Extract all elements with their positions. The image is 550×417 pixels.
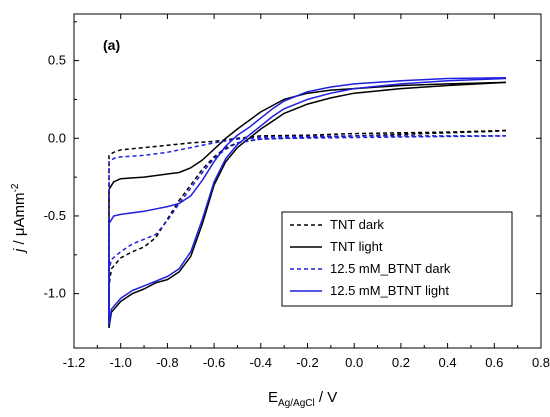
x-tick-label: 0.0 xyxy=(345,355,363,370)
legend-label-4: 12.5 mM_BTNT light xyxy=(330,283,449,298)
y-axis-label-mid: / μAmm xyxy=(11,193,28,249)
x-axis-label-sub: Ag/AgCl xyxy=(278,398,315,409)
y-tick-label: -1.0 xyxy=(44,286,66,301)
y-axis-label-prefix: j xyxy=(11,248,28,254)
x-tick-label: 0.2 xyxy=(392,355,410,370)
x-tick-label: 0.8 xyxy=(532,355,550,370)
x-tick-label: -0.6 xyxy=(203,355,225,370)
y-axis-label-sup: -2 xyxy=(10,183,21,192)
x-tick-label: -0.2 xyxy=(296,355,318,370)
series-line-4-backward xyxy=(108,76,507,325)
legend-items: TNT dark TNT light 12.5 mM_BTNT dark 12.5 m… xyxy=(290,217,451,298)
series-layer xyxy=(108,76,507,328)
x-tick-label: 0.4 xyxy=(439,355,457,370)
x-tick-label: 0.6 xyxy=(485,355,503,370)
legend-label-3: 12.5 mM_BTNT dark xyxy=(330,261,451,276)
x-tick-label: -0.4 xyxy=(250,355,272,370)
series-line-3-backward xyxy=(108,135,506,322)
x-axis-label-main: E xyxy=(268,389,278,406)
legend-label-2: TNT light xyxy=(330,239,383,254)
ticks-layer: -1.2 -1.0 -0.8 -0.6 -0.4 -0.2 0.0 0.2 0.4 0.6 0.8 -… xyxy=(44,14,550,370)
x-tick-label: -1.2 xyxy=(63,355,85,370)
series-line-1-backward xyxy=(108,129,507,325)
y-tick-label: 0.0 xyxy=(48,130,66,145)
panel-label: (a) xyxy=(103,37,120,53)
x-axis-label: EAg/AgCl / V xyxy=(268,389,337,409)
legend: TNT dark TNT light 12.5 mM_BTNT dark 12.5 m… xyxy=(281,211,513,307)
x-tick-label: -1.0 xyxy=(109,355,131,370)
x-axis-label-suffix: / V xyxy=(315,389,338,406)
y-axis-label: j / μAmm-2 xyxy=(10,183,28,254)
y-tick-label: 0.5 xyxy=(48,53,66,68)
y-tick-label: -0.5 xyxy=(44,208,66,223)
series-line-2-forward xyxy=(108,81,507,328)
x-tick-label: -0.8 xyxy=(156,355,178,370)
legend-label-1: TNT dark xyxy=(330,217,384,232)
series-line-4-forward xyxy=(108,77,507,325)
